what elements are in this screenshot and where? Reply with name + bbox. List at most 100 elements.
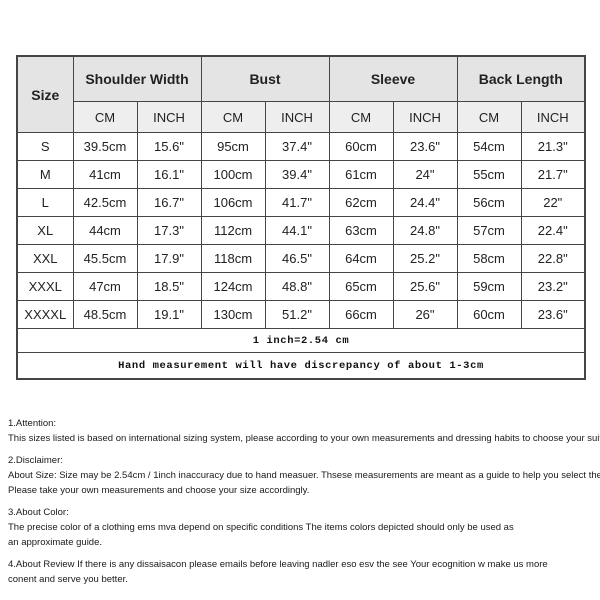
measurement-cell: 24" [392, 160, 458, 189]
measurement-cell: 55cm [456, 160, 522, 189]
note-color-body-2: an approximate guide. [8, 537, 103, 548]
measurement-cell: 51.2" [264, 300, 330, 329]
measurement-cell: 39.4" [264, 160, 330, 189]
measurement-cell: 41cm [72, 160, 138, 189]
table-row: S 39.5cm 15.6" 95cm 37.4" 60cm 23.6" 54cm 21.3" [16, 132, 586, 161]
measurement-cell: 16.1" [136, 160, 202, 189]
note-color-title: 3.About Color: [8, 507, 69, 518]
measurement-cell: 57cm [456, 216, 522, 245]
measurement-cell: 66cm [328, 300, 394, 329]
note-disclaimer-body-1: About Size: Size may be 2.54cm / 1inch i… [8, 470, 600, 481]
measurement-cell: 46.5" [264, 244, 330, 273]
measurement-cell: 59cm [456, 272, 522, 301]
group-header-row: Size Shoulder Width Bust Sleeve Back Len… [16, 55, 586, 133]
measurement-cell: 18.5" [136, 272, 202, 301]
note-review-body-1: 4.About Review If there is any dissaisac… [8, 559, 548, 570]
measurement-cell: 45.5cm [72, 244, 138, 273]
group-header-back-length: Back Length [456, 55, 586, 102]
table-row: L 42.5cm 16.7" 106cm 41.7" 62cm 24.4" 56cm 22" [16, 188, 586, 217]
measurement-cell: 48.8" [264, 272, 330, 301]
size-cell: L [16, 188, 74, 217]
measurement-cell: 44cm [72, 216, 138, 245]
measurement-cell: 21.7" [520, 160, 586, 189]
measurement-cell: 61cm [328, 160, 394, 189]
measurement-cell: 19.1" [136, 300, 202, 329]
table-note-inch-conversion: 1 inch=2.54 cm [16, 328, 586, 353]
unit-header-inch: INCH [392, 101, 458, 133]
measurement-cell: 65cm [328, 272, 394, 301]
measurement-cell: 118cm [200, 244, 266, 273]
measurement-cell: 48.5cm [72, 300, 138, 329]
measurement-cell: 22.4" [520, 216, 586, 245]
unit-header-inch: INCH [264, 101, 330, 133]
measurement-cell: 63cm [328, 216, 394, 245]
measurement-cell: 39.5cm [72, 132, 138, 161]
measurement-cell: 42.5cm [72, 188, 138, 217]
measurement-cell: 95cm [200, 132, 266, 161]
measurement-cell: 16.7" [136, 188, 202, 217]
measurement-cell: 106cm [200, 188, 266, 217]
note-attention-title: 1.Attention: [8, 418, 57, 429]
measurement-cell: 58cm [456, 244, 522, 273]
table-row: XXXL 47cm 18.5" 124cm 48.8" 65cm 25.6" 59cm 23.2… [16, 272, 586, 301]
measurement-cell: 44.1" [264, 216, 330, 245]
table-row: XXL 45.5cm 17.9" 118cm 46.5" 64cm 25.2" 58cm 22.… [16, 244, 586, 273]
measurement-cell: 60cm [456, 300, 522, 329]
measurement-cell: 130cm [200, 300, 266, 329]
measurement-cell: 15.6" [136, 132, 202, 161]
measurement-cell: 47cm [72, 272, 138, 301]
measurement-cell: 60cm [328, 132, 394, 161]
note-color-body-1: The precise color of a clothing ems mva … [8, 522, 514, 533]
size-cell: XXL [16, 244, 74, 273]
measurement-cell: 112cm [200, 216, 266, 245]
size-cell: S [16, 132, 74, 161]
measurement-cell: 100cm [200, 160, 266, 189]
table-note-hand-measurement: Hand measurement will have discrepancy o… [16, 352, 586, 380]
unit-header-cm: CM [328, 101, 394, 133]
size-chart-table: Size Shoulder Width Bust Sleeve Back Len… [16, 55, 587, 380]
measurement-cell: 23.6" [392, 132, 458, 161]
measurement-cell: 17.3" [136, 216, 202, 245]
measurement-cell: 64cm [328, 244, 394, 273]
measurement-cell: 22.8" [520, 244, 586, 273]
note-review-body-2: conent and serve you better. [8, 574, 128, 585]
measurement-cell: 37.4" [264, 132, 330, 161]
measurement-cell: 56cm [456, 188, 522, 217]
group-header-shoulder-width: Shoulder Width [72, 55, 202, 102]
measurement-cell: 25.6" [392, 272, 458, 301]
size-cell: XXXXL [16, 300, 74, 329]
measurement-cell: 23.6" [520, 300, 586, 329]
measurement-cell: 24.8" [392, 216, 458, 245]
measurement-cell: 17.9" [136, 244, 202, 273]
note-attention-body: This sizes listed is based on internatio… [8, 433, 600, 444]
unit-header-cm: CM [72, 101, 138, 133]
unit-header-row: CM INCH CM INCH CM INCH CM INCH [17, 101, 586, 133]
size-cell: M [16, 160, 74, 189]
measurement-cell: 26" [392, 300, 458, 329]
size-column-header: Size [16, 55, 74, 133]
measurement-cell: 54cm [456, 132, 522, 161]
unit-header-inch: INCH [520, 101, 586, 133]
table-note-row: Hand measurement will have discrepancy o… [16, 352, 586, 380]
measurement-cell: 124cm [200, 272, 266, 301]
measurement-cell: 24.4" [392, 188, 458, 217]
measurement-cell: 41.7" [264, 188, 330, 217]
measurement-cell: 22" [520, 188, 586, 217]
measurement-cell: 23.2" [520, 272, 586, 301]
notes-section: 1.Attention: This sizes listed is based … [8, 416, 600, 587]
measurement-cell: 21.3" [520, 132, 586, 161]
table-row: M 41cm 16.1" 100cm 39.4" 61cm 24" 55cm 21.7" [16, 160, 586, 189]
measurement-cell: 25.2" [392, 244, 458, 273]
unit-header-cm: CM [200, 101, 266, 133]
group-header-bust: Bust [200, 55, 330, 102]
group-header-sleeve: Sleeve [328, 55, 458, 102]
table-row: XXXXL 48.5cm 19.1" 130cm 51.2" 66cm 26" 60cm 23.… [16, 300, 586, 329]
measurement-cell: 62cm [328, 188, 394, 217]
unit-header-cm: CM [456, 101, 522, 133]
table-note-row: 1 inch=2.54 cm [16, 328, 586, 353]
unit-header-inch: INCH [136, 101, 202, 133]
table-row: XL 44cm 17.3" 112cm 44.1" 63cm 24.8" 57cm 22.4" [16, 216, 586, 245]
note-disclaimer-body-2: Please take your own measurements and ch… [8, 485, 310, 496]
size-cell: XXXL [16, 272, 74, 301]
